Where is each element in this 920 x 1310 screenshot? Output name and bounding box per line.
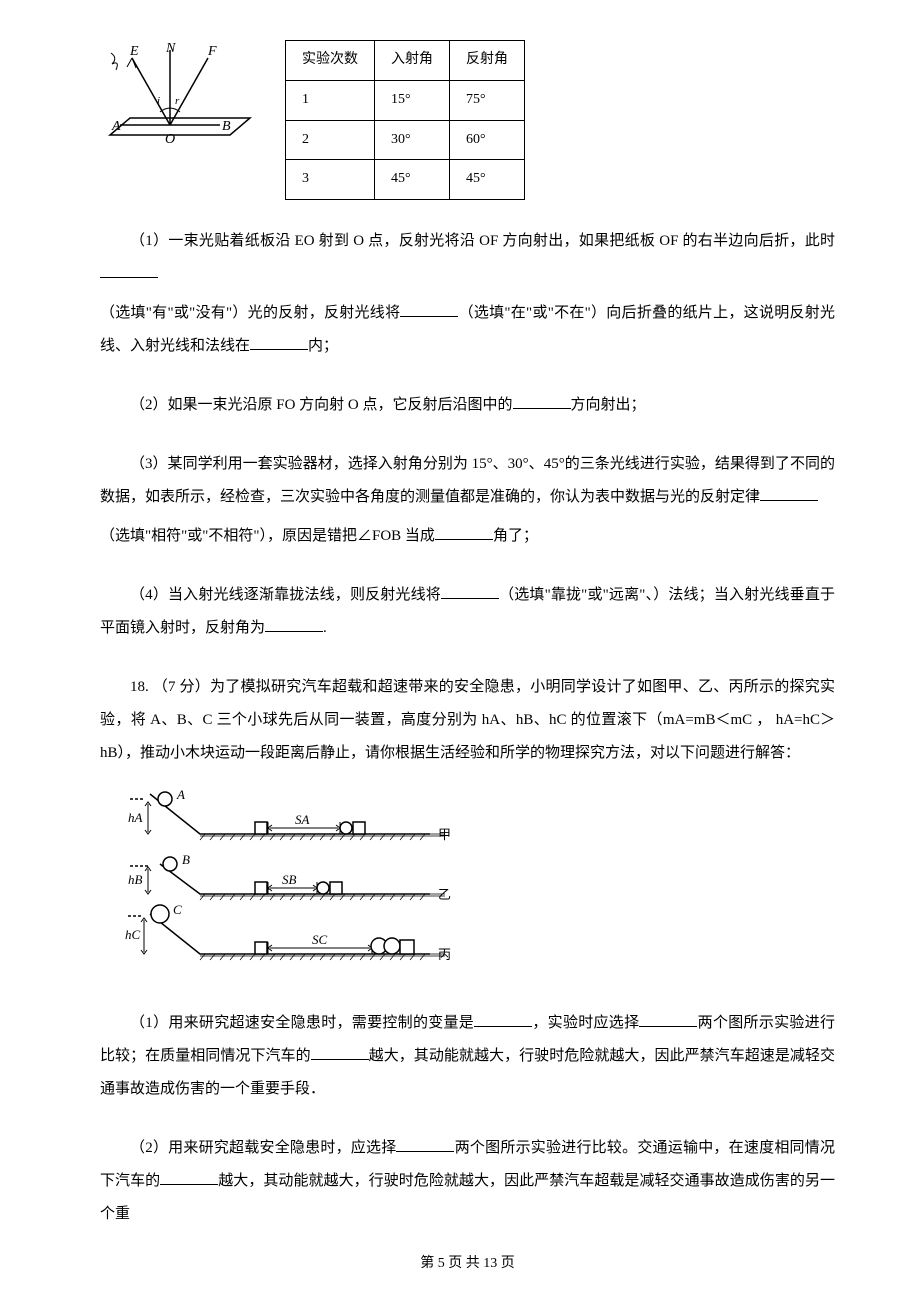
footer-mid: 页 共 bbox=[445, 1256, 484, 1271]
label-A: A bbox=[111, 119, 121, 134]
q4-text: . bbox=[323, 620, 327, 636]
question-2: （2）如果一束光沿原 FO 方向射 O 点，它反射后沿图中的 方向射出； bbox=[100, 389, 835, 422]
q3-text: （选填"相符"或"不相符"），原因是错把∠FOB 当成 bbox=[100, 528, 435, 544]
svg-text:hA: hA bbox=[128, 810, 143, 825]
svg-text:hC: hC bbox=[125, 927, 141, 942]
blank bbox=[160, 1168, 218, 1186]
q18-2-text: （2）用来研究超载安全隐患时，应选择 bbox=[130, 1140, 396, 1156]
table-header: 反射角 bbox=[450, 41, 525, 81]
q3-text: 角了； bbox=[493, 528, 538, 544]
table-cell: 45° bbox=[375, 160, 450, 200]
question-18-1: （1）用来研究超速安全隐患时，需要控制的变量是，实验时应选择两个图所示实验进行比… bbox=[100, 1007, 835, 1106]
q2-text: （2）如果一束光沿原 FO 方向射 O 点，它反射后沿图中的 bbox=[130, 397, 513, 413]
blank bbox=[474, 1010, 532, 1028]
table-header: 入射角 bbox=[375, 41, 450, 81]
label-i: i bbox=[157, 95, 160, 107]
question-1: （1）一束光贴着纸板沿 EO 射到 O 点，反射光将沿 OF 方向射出，如果把纸… bbox=[100, 225, 835, 291]
table-cell: 3 bbox=[286, 160, 375, 200]
blank bbox=[435, 523, 493, 541]
q3-text: （3）某同学利用一套实验器材，选择入射角分别为 15°、30°、45°的三条光线… bbox=[100, 456, 835, 505]
question-4: （4）当入射光线逐渐靠拢法线，则反射光线将（选填"靠拢"或"远离"、）法线；当入… bbox=[100, 579, 835, 645]
svg-text:SB: SB bbox=[282, 872, 297, 887]
svg-text:甲: 甲 bbox=[438, 827, 451, 842]
q2-text: 方向射出； bbox=[571, 397, 646, 413]
footer-page: 5 bbox=[438, 1256, 445, 1271]
table-row: 2 30° 60° bbox=[286, 120, 525, 160]
blank bbox=[441, 582, 499, 600]
blank bbox=[639, 1010, 697, 1028]
q1-text: （选填"有"或"没有"）光的反射，反射光线将 bbox=[100, 305, 400, 321]
page-footer: 第 5 页 共 13 页 bbox=[100, 1249, 835, 1280]
footer-prefix: 第 bbox=[420, 1256, 438, 1271]
svg-text:hB: hB bbox=[128, 872, 143, 887]
question-3: （3）某同学利用一套实验器材，选择入射角分别为 15°、30°、45°的三条光线… bbox=[100, 448, 835, 514]
question-18-intro: 18. （7 分）为了模拟研究汽车超载和超速带来的安全隐患，小明同学设计了如图甲… bbox=[100, 671, 835, 770]
svg-text:A: A bbox=[176, 787, 185, 802]
blank bbox=[311, 1043, 369, 1061]
table-cell: 1 bbox=[286, 80, 375, 120]
q1-text: 内； bbox=[308, 338, 338, 354]
table-row: 1 15° 75° bbox=[286, 80, 525, 120]
table-cell: 2 bbox=[286, 120, 375, 160]
svg-text:丙: 丙 bbox=[438, 947, 451, 962]
svg-text:SC: SC bbox=[312, 932, 328, 947]
table-cell: 15° bbox=[375, 80, 450, 120]
table-row: 3 45° 45° bbox=[286, 160, 525, 200]
label-O: O bbox=[165, 132, 175, 147]
table-cell: 60° bbox=[450, 120, 525, 160]
q18-1-text: ，实验时应选择 bbox=[532, 1015, 639, 1031]
label-r: r bbox=[175, 95, 180, 107]
label-F: F bbox=[207, 44, 217, 59]
table-cell: 30° bbox=[375, 120, 450, 160]
table-cell: 75° bbox=[450, 80, 525, 120]
svg-text:B: B bbox=[182, 852, 190, 867]
table-cell: 45° bbox=[450, 160, 525, 200]
page-content: E N F A B O i r 实验次数 入射角 反射角 1 15° 75° bbox=[0, 0, 920, 1310]
blank bbox=[513, 392, 571, 410]
q18-1-text: （1）用来研究超速安全隐患时，需要控制的变量是 bbox=[130, 1015, 474, 1031]
svg-text:乙: 乙 bbox=[438, 887, 451, 902]
figure-and-table: E N F A B O i r 实验次数 入射角 反射角 1 15° 75° bbox=[100, 40, 835, 200]
q1-text: （1）一束光贴着纸板沿 EO 射到 O 点，反射光将沿 OF 方向射出，如果把纸… bbox=[130, 233, 835, 249]
blank bbox=[396, 1135, 454, 1153]
blank bbox=[760, 484, 818, 502]
footer-total: 13 bbox=[483, 1256, 497, 1271]
ramp-diagram: A hA SA 甲 B hB SB 乙 bbox=[120, 784, 460, 974]
q18-intro-text: 18. （7 分）为了模拟研究汽车超载和超速带来的安全隐患，小明同学设计了如图甲… bbox=[100, 679, 835, 761]
blank bbox=[100, 261, 158, 279]
table-header: 实验次数 bbox=[286, 41, 375, 81]
label-N: N bbox=[165, 41, 176, 56]
svg-text:SA: SA bbox=[295, 812, 310, 827]
footer-suffix: 页 bbox=[497, 1256, 515, 1271]
question-1-cont: （选填"有"或"没有"）光的反射，反射光线将（选填"在"或"不在"）向后折叠的纸… bbox=[100, 297, 835, 363]
data-table: 实验次数 入射角 反射角 1 15° 75° 2 30° 60° 3 45° 4… bbox=[285, 40, 525, 200]
q4-text: （4）当入射光线逐渐靠拢法线，则反射光线将 bbox=[130, 587, 441, 603]
question-18-2: （2）用来研究超载安全隐患时，应选择两个图所示实验进行比较。交通运输中，在速度相… bbox=[100, 1132, 835, 1231]
label-B: B bbox=[222, 119, 231, 134]
blank bbox=[400, 300, 458, 318]
blank bbox=[265, 615, 323, 633]
label-E: E bbox=[129, 44, 139, 59]
table-row: 实验次数 入射角 反射角 bbox=[286, 41, 525, 81]
reflection-diagram: E N F A B O i r bbox=[100, 40, 255, 160]
svg-text:C: C bbox=[173, 902, 182, 917]
blank bbox=[250, 333, 308, 351]
question-3-cont: （选填"相符"或"不相符"），原因是错把∠FOB 当成 角了； bbox=[100, 520, 835, 553]
